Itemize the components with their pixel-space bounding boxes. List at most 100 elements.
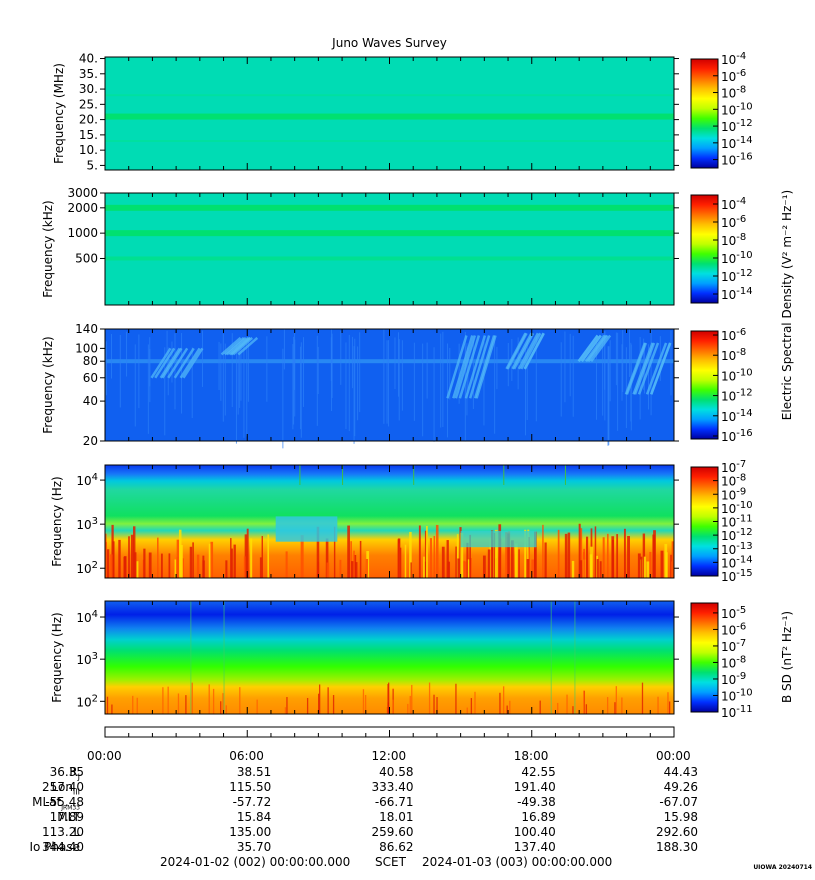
- lf-emission-spike: [392, 699, 394, 714]
- chart-title: Juno Waves Survey: [332, 36, 447, 50]
- lf-emission-spike: [466, 542, 469, 578]
- lf-emission-spike: [359, 540, 362, 578]
- colorbar-tick-label: 10-6: [721, 327, 746, 343]
- emission-streak: [359, 332, 361, 413]
- ephemeris-value: 188.30: [656, 840, 698, 854]
- drifting-emission: [587, 334, 609, 362]
- emission-streak: [246, 343, 248, 437]
- lf-emission-spike: [123, 556, 127, 578]
- spectrogram-panel-5: Frequency (Hz): [50, 600, 719, 715]
- lf-emission-spike: [231, 548, 233, 578]
- colorbar-tick-label: 10-8: [721, 85, 746, 101]
- time-tick-label: 00:00: [656, 749, 691, 763]
- drifting-emission: [159, 347, 181, 379]
- lf-emission-spike: [466, 707, 468, 714]
- emission-streak: [629, 329, 631, 377]
- lf-emission-spike: [457, 558, 460, 578]
- ephemeris-row-label: MLatJRM33: [32, 795, 80, 812]
- ephemeris-value: 36.35: [49, 765, 84, 779]
- lf-emission-spike: [233, 544, 236, 578]
- emission-streak: [119, 334, 121, 408]
- ephemeris-value: 49.26: [663, 780, 698, 794]
- drifting-emission: [468, 335, 491, 399]
- ephemeris-value: 40.58: [379, 765, 414, 779]
- y-axis-label: Frequency (kHz): [41, 336, 55, 433]
- y-tick-label: 102: [76, 693, 98, 709]
- emission-streak: [164, 347, 166, 436]
- lf-emission-spike: [429, 538, 433, 578]
- lf-emission-spike: [469, 534, 471, 578]
- lf-emission-spike: [474, 691, 476, 714]
- ephemeris-value: 16.89: [521, 810, 556, 824]
- emission-streak: [240, 346, 242, 401]
- lf-emission-spike: [579, 560, 583, 578]
- lf-emission-spike: [339, 559, 342, 578]
- colorbar-tick-label: 10-9: [721, 671, 746, 687]
- drifting-emission: [220, 336, 242, 356]
- y-tick-label: 20: [83, 434, 98, 448]
- drifting-emission: [150, 347, 172, 379]
- lf-emission-spike: [542, 524, 544, 578]
- lf-emission-spike: [531, 559, 535, 578]
- ephemeris-row-label: MLT: [57, 810, 80, 824]
- drifting-emission: [645, 342, 668, 395]
- colorbar-tick-label: 10-4: [721, 196, 746, 212]
- lf-emission-spike: [189, 546, 193, 578]
- colorbar: [690, 194, 719, 304]
- drifting-emission: [179, 347, 201, 379]
- y-tick-label: 100: [75, 341, 98, 355]
- ephemeris-value: -55.48: [45, 795, 84, 809]
- drifting-emission: [232, 336, 254, 356]
- burst-line: [299, 465, 301, 485]
- lf-emission-spike: [564, 533, 568, 578]
- footer-end-time: 2024-01-03 (003) 00:00:00.000: [422, 855, 613, 869]
- lf-emission-spike: [350, 541, 352, 578]
- drifting-emission: [446, 335, 468, 399]
- lf-emission-spike: [627, 536, 631, 578]
- lf-emission-spike: [526, 559, 530, 578]
- colorbar: [690, 602, 719, 713]
- lf-emission-spike: [148, 552, 152, 578]
- lf-emission-spike: [353, 550, 355, 578]
- ephemeris-value: 292.60: [656, 825, 698, 839]
- lf-emission-spike: [668, 701, 671, 714]
- emission-streak: [282, 348, 284, 449]
- lf-emission-spike: [208, 684, 210, 714]
- drifting-emission: [173, 347, 195, 379]
- emission-streak: [247, 340, 249, 402]
- lf-emission-spike: [667, 692, 669, 714]
- lf-emission-spike: [110, 554, 113, 578]
- colorbar-tick-label: 10-12: [721, 268, 753, 284]
- lf-emission-spike: [157, 537, 159, 578]
- lf-emission-spike: [498, 524, 502, 578]
- emission-streak: [351, 336, 353, 389]
- emission-streak: [316, 335, 318, 426]
- lf-emission-spike: [580, 528, 583, 578]
- lf-emission-spike: [423, 556, 425, 578]
- lf-emission-spike: [505, 532, 508, 578]
- burst-line: [223, 601, 225, 714]
- lf-emission-spike: [557, 529, 560, 578]
- lf-emission-spike: [286, 697, 288, 714]
- lf-emission-spike: [220, 701, 222, 714]
- lf-emission-spike: [243, 556, 246, 578]
- lf-emission-spike: [409, 531, 412, 578]
- lf-emission-spike: [455, 546, 457, 578]
- emission-streak: [607, 346, 609, 446]
- drifting-emission: [454, 335, 477, 399]
- emission-streak: [670, 330, 672, 396]
- ephemeris-value: 100.40: [513, 825, 556, 839]
- burst-line: [342, 465, 344, 485]
- b-spectral-density-label: B SD (nT² Hz⁻¹): [780, 611, 794, 703]
- ephemeris-row-label: LonIII: [51, 780, 81, 797]
- emission-streak: [622, 330, 624, 393]
- ephemeris-value: 17.89: [49, 810, 84, 824]
- lf-emission-spike: [594, 526, 597, 578]
- spectrogram-panel-4: Frequency (Hz): [50, 464, 719, 579]
- emission-streak: [126, 331, 128, 377]
- lf-emission-spike: [441, 546, 445, 578]
- emission-streak: [237, 347, 239, 415]
- lf-emission-spike: [641, 682, 644, 714]
- lf-emission-spike: [326, 562, 330, 578]
- lf-emission-spike: [499, 692, 501, 714]
